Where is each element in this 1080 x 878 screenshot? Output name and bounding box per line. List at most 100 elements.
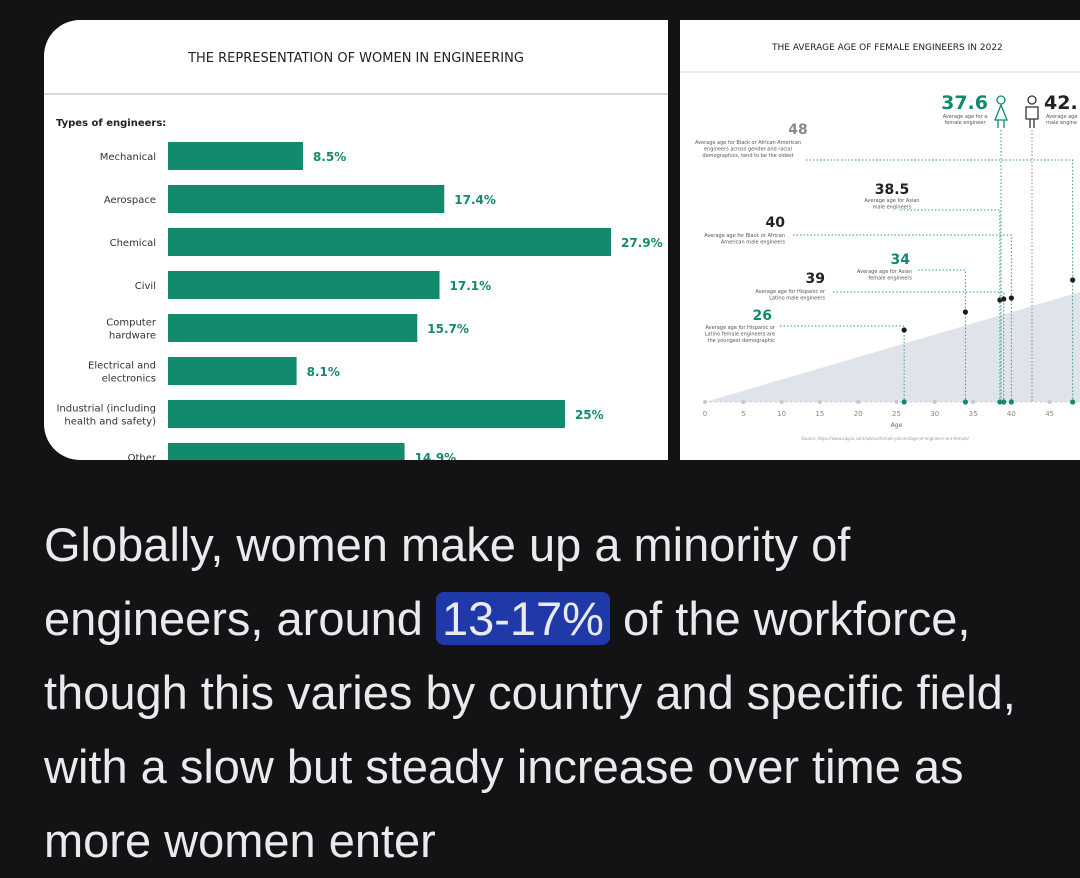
axis-tick-label: 15 [815,410,824,418]
data-point [962,309,969,315]
category-label: electronics [102,374,156,385]
leader-line [806,159,1074,402]
age-note: Average age for Black or African [704,233,785,239]
age-value-label: 48 [788,122,807,138]
age-marker [1001,399,1007,405]
data-point [1070,277,1076,283]
axis-tick-label: 5 [741,410,745,418]
male-icon [1027,95,1037,105]
axis-tick [817,400,822,404]
age-note: the youngest demographic [707,338,775,344]
age-note: Average age for Asian [857,269,912,275]
bar-value-label: 27.9% [621,236,663,250]
bar [168,443,405,460]
category-label: Other [128,453,157,460]
male-average-age: 42. [1044,92,1078,114]
age-value-label: 38.5 [875,182,910,198]
category-header: Types of engineers: [56,118,166,129]
bar-value-label: 17.1% [450,279,492,293]
bar [168,228,611,256]
bar [168,142,303,170]
data-point [901,327,907,333]
leader-line [793,234,1012,402]
source-note: Source: https://www.zippia.com/advice/fe… [801,436,969,441]
age-note: Latino female engineers are [705,332,775,338]
axis-tick-label: 40 [1007,410,1016,418]
data-point [1001,296,1007,302]
answer-text-part1: Globally, women make up a minority of en… [44,518,851,645]
male-average-note: Average age [1046,114,1077,120]
bar-value-label: 8.1% [307,365,340,379]
age-marker [1008,399,1014,405]
category-label: Aerospace [104,195,156,206]
leader-line [900,209,1001,402]
age-value-label: 39 [806,271,825,287]
age-note: female engineers [868,276,912,282]
age-note: American male engineers [721,240,786,246]
category-label: hardware [109,331,156,342]
age-value-label: 34 [891,252,911,268]
axis-tick [779,400,784,404]
highlighted-percentage[interactable]: 13-17% [435,592,610,645]
axis-tick-label: 45 [1045,410,1054,418]
bar [168,357,297,385]
category-label: Computer [106,318,157,329]
age-marker [901,399,907,405]
bar-value-label: 25% [575,408,604,422]
axis-tick [703,400,707,404]
bar-value-label: 17.4% [454,193,496,207]
age-marker [962,399,969,405]
female-average-age: 37.6 [941,92,988,114]
category-label: Mechanical [100,152,156,163]
female-icon [996,95,1006,105]
female-average-note: Average age for a [943,114,988,120]
answer-text: Globally, women make up a minority of en… [44,508,1064,878]
age-area-shading [705,292,1080,402]
bar [168,314,418,342]
male-average-note: male engine [1046,120,1077,126]
age-value-label: 26 [753,308,772,324]
bar [168,185,445,213]
category-label: health and safety) [64,417,156,428]
axis-tick [971,400,976,404]
age-note: Average age for Hispanic or [756,289,826,295]
age-value-label: 40 [766,215,786,231]
axis-tick-label: 30 [930,410,939,418]
bar-value-label: 8.5% [313,150,346,164]
bar-value-label: 15.7% [427,322,469,336]
age-marker [1070,399,1076,405]
axis-tick [894,400,899,404]
category-label: Electrical and [88,361,156,372]
axis-tick-label: 20 [854,410,863,418]
age-note: Average age for Black or African America… [695,140,801,146]
average-age-chart-card[interactable]: THE AVERAGE AGE OF FEMALE ENGINEERS IN 2… [680,20,1080,460]
bar [168,271,440,299]
axis-tick-label: 35 [969,410,978,418]
axis-tick [856,400,861,404]
category-label: Chemical [110,238,156,249]
axis-tick-label: 0 [703,410,707,418]
axis-tick-label: 10 [777,410,786,418]
average-age-chart: THE AVERAGE AGE OF FEMALE ENGINEERS IN 2… [680,43,1080,441]
representation-chart-card[interactable]: THE REPRESENTATION OF WOMEN IN ENGINEERI… [44,20,668,460]
age-note: Average age for Asian [864,198,919,204]
axis-tick [932,400,937,404]
age-note: engineers across gender and racial [704,147,792,153]
representation-bar-chart: THE REPRESENTATION OF WOMEN IN ENGINEERI… [44,51,668,460]
data-point [1008,295,1014,301]
female-average-note: female engineer [944,120,986,126]
age-note: Latino male engineers [769,296,825,302]
age-note: Average age for Hispanic or [706,325,776,331]
male-icon-body [1025,106,1039,128]
bar [168,400,565,428]
age-note: demographics, tend to be the oldest [702,153,793,159]
leader-line [833,291,1005,402]
chart-title: THE AVERAGE AGE OF FEMALE ENGINEERS IN 2… [771,43,1003,53]
axis-tick [1047,400,1052,404]
bar-value-label: 14.9% [415,451,457,460]
axis-tick-label: 25 [892,410,901,418]
age-note: male engineers [873,205,912,211]
female-icon-body [994,103,1008,128]
chart-title: THE REPRESENTATION OF WOMEN IN ENGINEERI… [187,51,524,66]
category-label: Industrial (including [56,404,156,415]
